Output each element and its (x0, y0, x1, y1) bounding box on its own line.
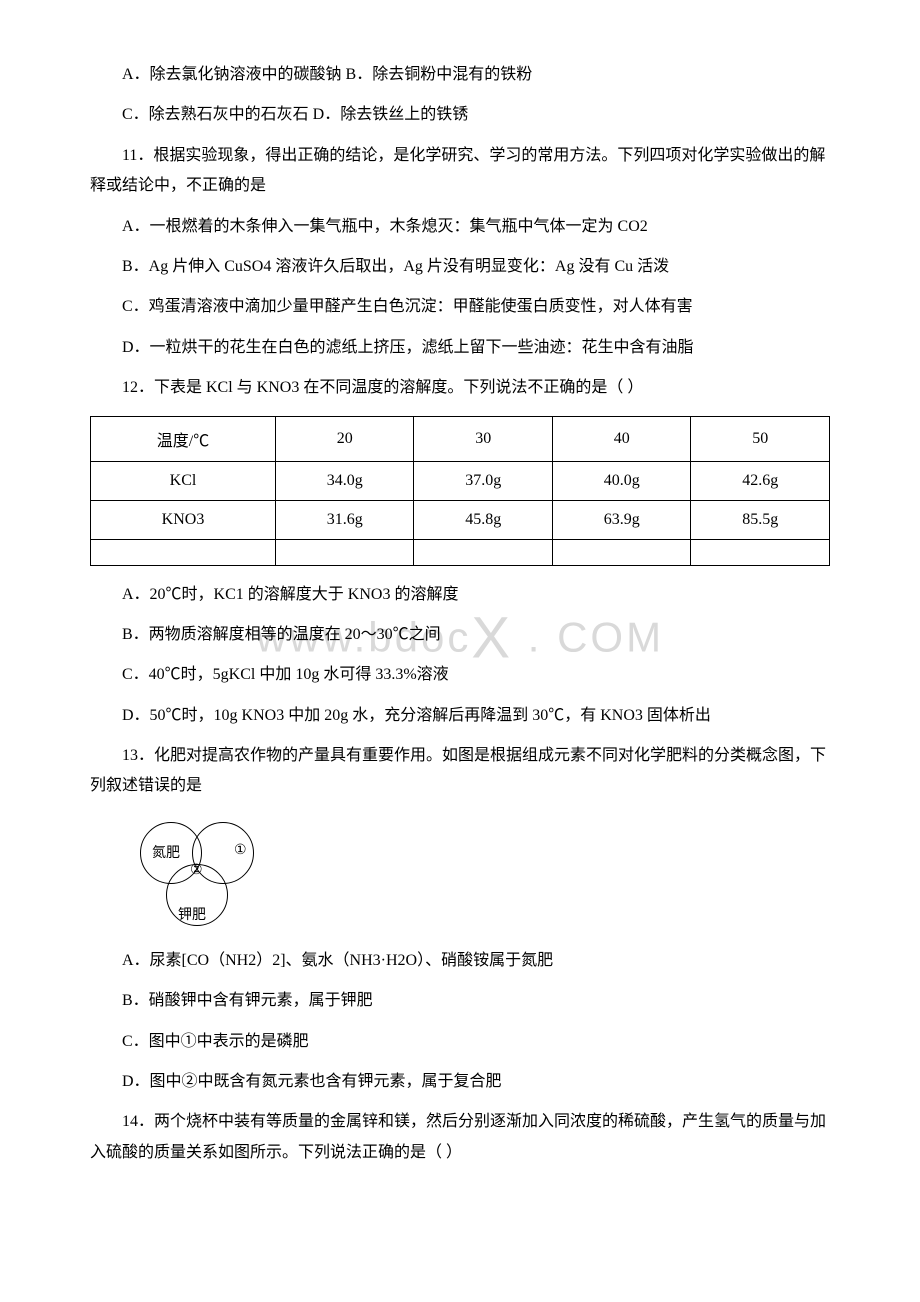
table-cell: KNO3 (91, 500, 276, 539)
q13-c: C．图中①中表示的是磷肥 (90, 1027, 830, 1057)
q11-a: A．一根燃着的木条伸入一集气瓶中，木条熄灭：集气瓶中气体一定为 CO2 (90, 212, 830, 242)
table-cell-empty (91, 539, 276, 565)
table-cell: 85.5g (691, 500, 830, 539)
table-row: KNO3 31.6g 45.8g 63.9g 85.5g (91, 500, 830, 539)
table-row: KCl 34.0g 37.0g 40.0g 42.6g (91, 461, 830, 500)
q11-d: D．一粒烘干的花生在白色的滤纸上挤压，滤纸上留下一些油迹：花生中含有油脂 (90, 333, 830, 363)
q12: 12．下表是 KCl 与 KNO3 在不同温度的溶解度。下列说法不正确的是（ ） (90, 373, 830, 403)
venn-label-k: 钾肥 (178, 904, 206, 924)
table-header: 温度/℃ (91, 416, 276, 461)
solubility-table: 温度/℃ 20 30 40 50 KCl 34.0g 37.0g 40.0g 4… (90, 416, 830, 566)
page-content: A．除去氯化钠溶液中的碳酸钠 B．除去铜粉中混有的铁粉 C．除去熟石灰中的石灰石… (90, 60, 830, 1168)
q14: 14．两个烧杯中装有等质量的金属锌和镁，然后分别逐渐加入同浓度的稀硫酸，产生氢气… (90, 1107, 830, 1168)
q12-a: A．20℃时，KC1 的溶解度大于 KNO3 的溶解度 (90, 580, 830, 610)
q13-d: D．图中②中既含有氮元素也含有钾元素，属于复合肥 (90, 1067, 830, 1097)
q13-a: A．尿素[CO（NH2）2]、氨水（NH3·H2O）、硝酸铵属于氮肥 (90, 946, 830, 976)
table-header: 40 (552, 416, 690, 461)
table-cell-empty (276, 539, 414, 565)
q12-b: B．两物质溶解度相等的温度在 20～30℃之间 (90, 620, 830, 650)
table-row: 温度/℃ 20 30 40 50 (91, 416, 830, 461)
table-cell: 63.9g (552, 500, 690, 539)
table-cell-empty (414, 539, 552, 565)
table-cell: 45.8g (414, 500, 552, 539)
q12-c: C．40℃时，5gKCl 中加 10g 水可得 33.3%溶液 (90, 660, 830, 690)
table-header: 30 (414, 416, 552, 461)
option-c-d-1: C．除去熟石灰中的石灰石 D．除去铁丝上的铁锈 (90, 100, 830, 130)
table-header: 20 (276, 416, 414, 461)
table-cell: 31.6g (276, 500, 414, 539)
table-cell: 34.0g (276, 461, 414, 500)
table-cell: 37.0g (414, 461, 552, 500)
table-cell: KCl (91, 461, 276, 500)
q11-b: B．Ag 片伸入 CuSO4 溶液许久后取出，Ag 片没有明显变化：Ag 没有 … (90, 252, 830, 282)
table-cell-empty (552, 539, 690, 565)
venn-diagram: 氮肥 ① ② 钾肥 (130, 812, 310, 932)
q13: 13．化肥对提高农作物的产量具有重要作用。如图是根据组成元素不同对化学肥料的分类… (90, 741, 830, 802)
venn-label-2: ② (190, 862, 203, 879)
table-row (91, 539, 830, 565)
venn-label-n: 氮肥 (152, 842, 180, 862)
table-cell: 42.6g (691, 461, 830, 500)
table-cell-empty (691, 539, 830, 565)
table-cell: 40.0g (552, 461, 690, 500)
q12-d: D．50℃时，10g KNO3 中加 20g 水，充分溶解后再降温到 30℃，有… (90, 701, 830, 731)
q13-b: B．硝酸钾中含有钾元素，属于钾肥 (90, 986, 830, 1016)
q11-c: C．鸡蛋清溶液中滴加少量甲醛产生白色沉淀：甲醛能使蛋白质变性，对人体有害 (90, 292, 830, 322)
q11: 11．根据实验现象，得出正确的结论，是化学研究、学习的常用方法。下列四项对化学实… (90, 141, 830, 202)
table-header: 50 (691, 416, 830, 461)
option-a-b-1: A．除去氯化钠溶液中的碳酸钠 B．除去铜粉中混有的铁粉 (90, 60, 830, 90)
venn-label-1: ① (234, 842, 247, 859)
